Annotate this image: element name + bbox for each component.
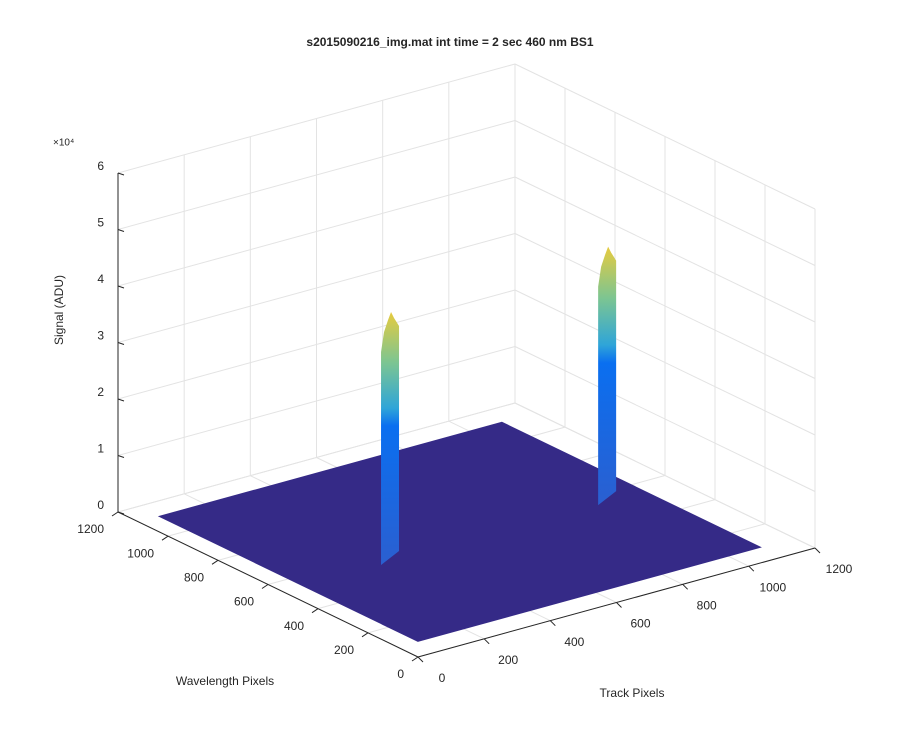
x-tick <box>483 638 490 645</box>
x-tick-label: 0 <box>439 671 446 685</box>
x-tick-label: 1000 <box>759 580 786 594</box>
grid-line <box>514 63 816 210</box>
grid-line <box>514 120 816 266</box>
z-axis-label: Signal (ADU) <box>52 275 66 345</box>
z-scale-label: ×10⁴ <box>53 138 74 149</box>
y-tick <box>361 632 369 638</box>
y-tick <box>161 535 169 541</box>
grid-line <box>117 289 516 400</box>
y-tick-label: 1000 <box>127 546 154 560</box>
z-tick <box>117 285 125 289</box>
x-tick <box>748 565 755 572</box>
x-tick-label: 400 <box>564 635 584 649</box>
x-tick-label: 600 <box>630 617 650 631</box>
y-tick <box>261 584 269 589</box>
y-axis-label: Wavelength Pixels <box>176 674 274 688</box>
z-tick-label: 3 <box>97 329 104 343</box>
y-tick-label: 400 <box>284 619 304 633</box>
z-tick <box>117 455 125 458</box>
grid-line <box>117 176 516 287</box>
grid-line <box>514 346 816 492</box>
x-tick <box>682 583 689 590</box>
x-tick-label: 200 <box>498 653 518 667</box>
z-tick-label: 0 <box>97 498 104 512</box>
y-tick <box>411 656 419 662</box>
grid-line <box>117 233 516 343</box>
z-tick-label: 4 <box>97 272 104 286</box>
z-tick <box>117 342 125 345</box>
grid-line <box>117 120 516 230</box>
grid-line <box>514 289 816 436</box>
x-tick <box>616 602 622 608</box>
z-tick-label: 5 <box>97 216 104 230</box>
y-tick <box>111 511 119 517</box>
y-tick-label: 1200 <box>77 522 104 536</box>
y-tick-label: 0 <box>397 667 404 681</box>
z-tick-label: 1 <box>97 442 104 456</box>
grid-line <box>117 63 516 174</box>
x-tick <box>417 656 424 663</box>
peak <box>598 246 617 506</box>
z-tick <box>117 229 125 232</box>
y-tick <box>311 608 319 614</box>
x-tick-label: 800 <box>697 599 717 613</box>
z-tick <box>117 172 125 176</box>
x-tick <box>814 547 821 554</box>
grid-line <box>514 402 816 549</box>
z-tick-label: 2 <box>97 385 104 399</box>
z-tick <box>117 398 125 402</box>
x-tick <box>549 620 556 627</box>
grid-line <box>117 346 516 456</box>
z-tick <box>117 511 125 515</box>
grid-line <box>514 176 816 323</box>
surface-floor <box>157 421 762 642</box>
grid-line <box>117 402 516 513</box>
z-tick-label: 6 <box>97 159 104 173</box>
x-axis-label: Track Pixels <box>600 686 665 700</box>
y-tick-label: 800 <box>184 571 204 585</box>
grid-line <box>514 233 816 379</box>
x-tick-label: 1200 <box>826 562 853 576</box>
y-tick-label: 200 <box>334 643 354 657</box>
y-tick <box>211 559 219 565</box>
chart-title: s2015090216_img.mat int time = 2 sec 460… <box>306 35 593 49</box>
y-tick-label: 600 <box>234 595 254 609</box>
peak <box>381 312 400 565</box>
